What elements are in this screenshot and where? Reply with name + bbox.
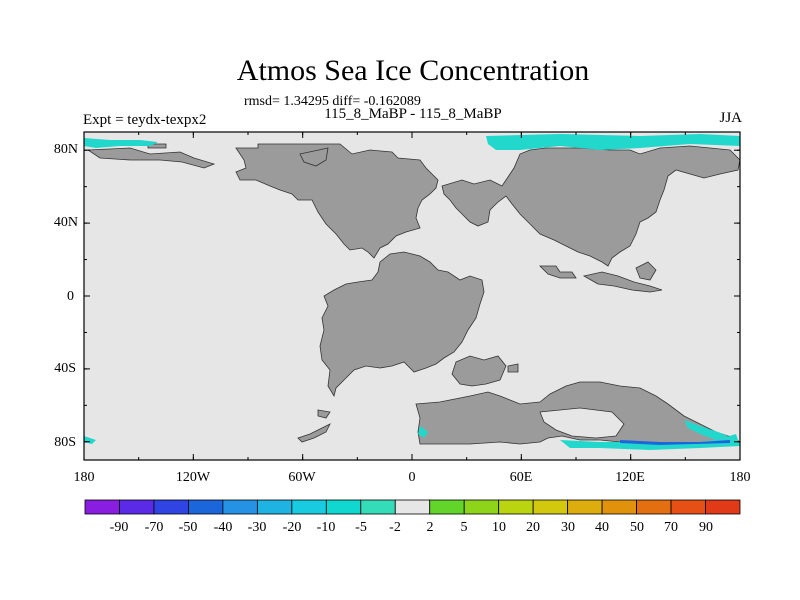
land-antarctic-peninsula xyxy=(297,423,331,443)
colorbar-label: -30 xyxy=(248,520,267,535)
colorbar-swatch xyxy=(705,499,741,515)
colorbar-label: 5 xyxy=(461,520,468,535)
y-tick-label-40n: 40N xyxy=(54,215,78,230)
experiment-label: Expt = teydx-texpx2 xyxy=(83,112,207,128)
plot-title: Atmos Sea Ice Concentration xyxy=(236,54,590,87)
colorbar-swatch xyxy=(222,499,258,515)
land-greenland xyxy=(299,147,329,167)
stats-text: rmsd= 1.34295 diff= -0.162089 xyxy=(244,94,421,109)
colorbar-swatch xyxy=(429,499,465,515)
colorbar-label: 40 xyxy=(595,520,609,535)
x-tick-label-0: 0 xyxy=(409,470,416,485)
colorbar-label: -50 xyxy=(179,520,198,535)
colorbar-swatch xyxy=(84,499,120,515)
land-se-asia xyxy=(539,265,577,279)
colorbar-swatch xyxy=(291,499,327,515)
y-tick-label-80n: 80N xyxy=(54,142,78,157)
land-north-america xyxy=(235,143,439,259)
colorbar-label: 30 xyxy=(561,520,575,535)
colorbar-swatch xyxy=(601,499,637,515)
colorbar-swatch xyxy=(119,499,155,515)
y-tick-label-0: 0 xyxy=(67,289,74,304)
colorbar-label: -70 xyxy=(145,520,164,535)
land-islet xyxy=(507,363,519,373)
x-tick-label-180e: 180 xyxy=(730,470,751,485)
colorbar-label: 50 xyxy=(630,520,644,535)
land-antarctic-isle xyxy=(317,409,331,419)
colorbar-swatch xyxy=(360,499,396,515)
colorbar-label: 20 xyxy=(526,520,540,535)
land-africa-samerica xyxy=(319,251,485,398)
land-island-east xyxy=(635,261,657,281)
x-tick-label-180w: 180 xyxy=(74,470,95,485)
colorbar-swatch xyxy=(394,499,431,515)
colorbar-swatch xyxy=(188,499,224,515)
land-masses xyxy=(86,143,742,445)
colorbar-swatch xyxy=(636,499,672,515)
ice-patch-antarctic-east xyxy=(560,434,740,450)
ice-patch-arctic-west xyxy=(84,138,158,148)
colorbar-label: -2 xyxy=(389,520,401,535)
colorbar-swatch xyxy=(670,499,706,515)
colorbar-labels: -90 -70 -50 -40 -30 -20 -10 -5 -2 2 5 10… xyxy=(110,520,713,535)
x-tick-label-60w: 60W xyxy=(288,470,316,485)
colorbar-label: 70 xyxy=(664,520,678,535)
colorbar-label: -10 xyxy=(317,520,336,535)
colorbar xyxy=(84,499,741,515)
colorbar-swatch xyxy=(153,499,189,515)
ice-patch-arctic-east xyxy=(486,134,740,150)
colorbar-swatch xyxy=(532,499,569,515)
land-arctic-islands xyxy=(86,147,216,169)
colorbar-label: 90 xyxy=(699,520,713,535)
land-borneo-arc xyxy=(582,271,663,293)
ice-shelf-cutout xyxy=(539,407,625,439)
colorbar-swatch xyxy=(256,499,293,515)
colorbar-swatch xyxy=(325,499,362,515)
ice-patch-blue-fringe xyxy=(620,440,730,445)
colorbar-label: -90 xyxy=(110,520,129,535)
colorbar-swatch xyxy=(567,499,603,515)
y-tick-label-40s: 40S xyxy=(54,361,76,376)
colorbar-swatch xyxy=(463,499,500,515)
axis-ticks xyxy=(83,132,741,460)
colorbar-swatch xyxy=(498,499,534,515)
sea-ice-change-patches xyxy=(84,134,740,450)
ice-patch-small-2 xyxy=(418,426,428,438)
x-tick-label-120e: 120E xyxy=(615,470,645,485)
x-tick-label-120w: 120W xyxy=(176,470,211,485)
colorbar-label: -20 xyxy=(283,520,302,535)
colorbar-label: -40 xyxy=(214,520,233,535)
land-arctic-island-2 xyxy=(147,143,167,149)
colorbar-label: 10 xyxy=(492,520,506,535)
season-label: JJA xyxy=(719,110,742,126)
plot-subtitle: 115_8_MaBP - 115_8_MaBP xyxy=(324,106,502,122)
land-madagascar xyxy=(451,355,507,387)
ice-patch-ross xyxy=(684,420,728,440)
colorbar-label: 2 xyxy=(427,520,434,535)
x-tick-label-60e: 60E xyxy=(510,470,533,485)
colorbar-label: -5 xyxy=(355,520,367,535)
y-tick-label-80s: 80S xyxy=(54,435,76,450)
